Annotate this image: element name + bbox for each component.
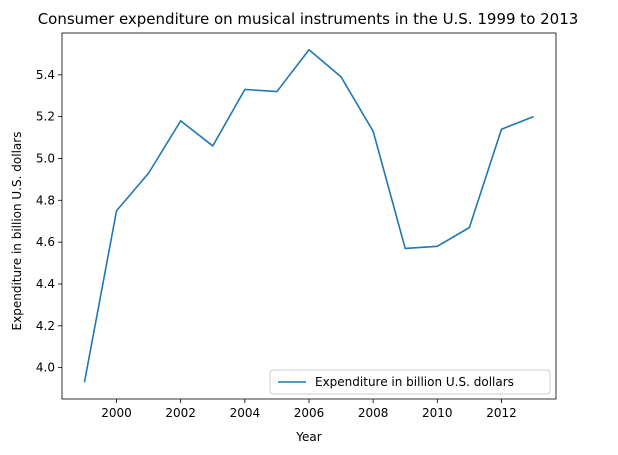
series-layer — [83, 48, 534, 383]
x-tick-label: 2008 — [358, 406, 389, 420]
y-tick-label: 4.8 — [36, 193, 55, 207]
x-tick-label: 2000 — [101, 406, 132, 420]
y-tick-label: 4.2 — [36, 319, 55, 333]
y-tick-label: 4.4 — [36, 277, 55, 291]
y-axis-label: Expenditure in billion U.S. dollars — [10, 132, 24, 331]
legend-box — [269, 369, 551, 395]
chart-title: Consumer expenditure on musical instrume… — [38, 10, 579, 28]
y-tick-label: 4.0 — [36, 361, 55, 375]
legend: Expenditure in billion U.S. dollars — [269, 369, 551, 395]
y-tick-label: 5.4 — [36, 68, 55, 82]
x-tick-label: 2004 — [230, 406, 261, 420]
x-tick-label: 2010 — [422, 406, 453, 420]
plot-area-frame — [61, 32, 557, 400]
x-tick-label: 2006 — [294, 406, 325, 420]
y-axis-ticks: 4.0 4.2 4.4 4.6 4.8 5.0 5.2 5.4 — [36, 68, 62, 375]
x-axis-ticks: 2000 2002 2004 2006 2008 2010 2012 — [101, 399, 517, 420]
series-line — [83, 48, 534, 383]
legend-label: Expenditure in billion U.S. dollars — [315, 375, 514, 389]
x-tick-label: 2012 — [486, 406, 517, 420]
x-tick-label: 2002 — [165, 406, 196, 420]
y-tick-label: 4.6 — [36, 235, 55, 249]
x-axis-label: Year — [295, 430, 321, 444]
y-tick-label: 5.2 — [36, 110, 55, 124]
y-tick-label: 5.0 — [36, 151, 55, 165]
